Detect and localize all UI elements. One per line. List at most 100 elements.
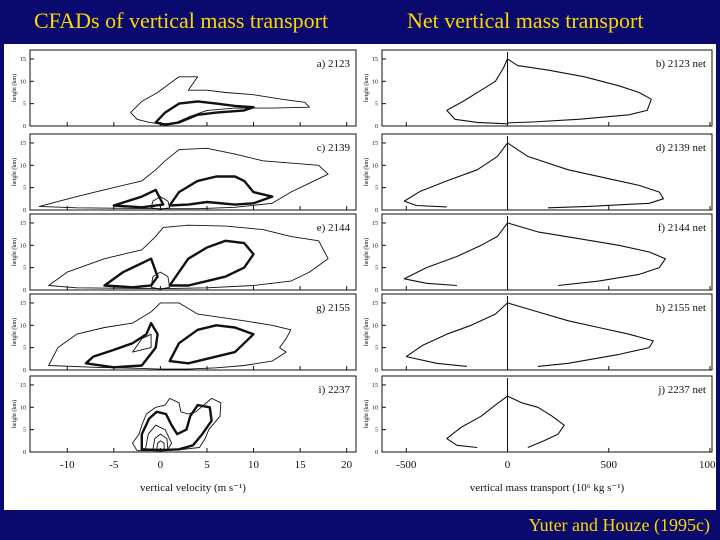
y-tick-label: 15 (20, 221, 26, 227)
y-axis-label: height (km) (363, 158, 370, 186)
y-tick-label: 0 (375, 450, 378, 456)
y-tick-label: 15 (20, 301, 26, 307)
slide-title-right: Net vertical mass transport (407, 8, 644, 33)
contour-line (132, 397, 222, 452)
y-tick-label: 5 (375, 428, 378, 434)
y-tick-label: 0 (375, 288, 378, 294)
y-tick-label: 0 (23, 124, 26, 130)
x-tick-label: -500 (396, 459, 417, 471)
contour-line (84, 321, 159, 369)
x-tick-label: 0 (158, 459, 164, 471)
contour-line (154, 100, 255, 126)
profile-line-upward (507, 58, 652, 124)
panel-label: g) 2155 (316, 302, 350, 314)
contour-line (150, 196, 171, 210)
contour-line (150, 271, 171, 290)
y-tick-label: 15 (372, 57, 378, 63)
contour-line (168, 324, 255, 365)
y-tick-label: 10 (372, 163, 378, 169)
contour-line (140, 403, 213, 452)
profile-line-upward (507, 222, 666, 287)
y-tick-label: 0 (23, 450, 26, 456)
y-tick-label: 0 (23, 368, 26, 374)
figure-svg: 0 5 10 15 height (km) a) 2123 0 5 10 15 height (km… (11, 49, 716, 494)
panel-label: j) 2237 net (657, 384, 706, 396)
profile-line-upward (507, 395, 565, 449)
profile-line-downward (446, 58, 509, 125)
y-axis-label: height (km) (11, 74, 18, 102)
profile-line-upward (507, 142, 664, 209)
panel-label: e) 2144 (317, 222, 351, 234)
panel-frame (381, 375, 713, 453)
y-tick-label: 15 (372, 141, 378, 147)
contour-line (132, 333, 152, 353)
panel-frame (29, 133, 357, 211)
panel-label: b) 2123 net (656, 58, 706, 70)
y-tick-label: 0 (23, 208, 26, 214)
y-tick-label: 5 (23, 346, 26, 352)
x-axis-label: vertical velocity (m s⁻¹) (140, 482, 246, 494)
y-axis-label: height (km) (11, 318, 18, 346)
x-axis-label: vertical mass transport (10⁶ kg s⁻¹) (470, 482, 625, 494)
y-tick-label: 10 (372, 243, 378, 249)
panel-frame (29, 49, 357, 127)
y-tick-label: 10 (20, 243, 26, 249)
y-tick-label: 5 (375, 102, 378, 108)
y-tick-label: 5 (375, 186, 378, 192)
y-tick-label: 5 (375, 346, 378, 352)
contour-line (130, 76, 310, 125)
y-axis-label: height (km) (363, 74, 370, 102)
y-tick-label: 15 (20, 141, 26, 147)
contour-line (103, 257, 159, 289)
y-tick-label: 0 (23, 288, 26, 294)
y-axis-label: height (km) (363, 318, 370, 346)
y-axis-label: height (km) (11, 158, 18, 186)
contour-line (48, 302, 292, 370)
contour-line (168, 175, 274, 207)
panel-frame (381, 293, 713, 371)
x-tick-label: 500 (600, 459, 617, 471)
y-tick-label: 10 (372, 405, 378, 411)
y-axis-label: height (km) (11, 400, 18, 428)
y-tick-label: 15 (372, 383, 378, 389)
y-tick-label: 15 (372, 221, 378, 227)
panel-label: f) 2144 net (658, 222, 706, 234)
panel-frame (29, 293, 357, 371)
y-tick-label: 0 (375, 368, 378, 374)
y-tick-label: 10 (20, 79, 26, 85)
y-tick-label: 10 (372, 323, 378, 329)
y-tick-label: 5 (23, 102, 26, 108)
panel-frame (29, 375, 357, 453)
y-tick-label: 10 (372, 79, 378, 85)
panel-label: a) 2123 (317, 58, 351, 70)
y-axis-label: height (km) (363, 400, 370, 428)
y-tick-label: 0 (375, 124, 378, 130)
x-tick-label: 5 (204, 459, 210, 471)
profile-line-downward (405, 302, 508, 367)
panel-label: h) 2155 net (656, 302, 706, 314)
y-tick-label: 10 (20, 163, 26, 169)
contour-line (38, 147, 329, 210)
contour-line (156, 440, 165, 451)
panel-label: i) 2237 (319, 384, 351, 396)
x-tick-label: -10 (60, 459, 75, 471)
y-axis-label: height (km) (363, 238, 370, 266)
contour-line (168, 239, 255, 287)
x-tick-label: -5 (109, 459, 119, 471)
y-tick-label: 0 (375, 208, 378, 214)
x-tick-label: 0 (505, 459, 511, 471)
figure-panel: 0 5 10 15 height (km) a) 2123 0 5 10 15 height (km… (4, 44, 716, 510)
y-axis-label: height (km) (11, 238, 18, 266)
y-tick-label: 5 (23, 266, 26, 272)
y-tick-label: 10 (20, 405, 26, 411)
contour-line (48, 224, 329, 290)
x-tick-label: 1000 (699, 459, 716, 471)
x-tick-label: 15 (295, 459, 307, 471)
profile-line-upward (507, 302, 654, 367)
panel-frame (381, 213, 713, 291)
contour-line (112, 188, 165, 209)
y-tick-label: 10 (20, 323, 26, 329)
profile-line-downward (446, 395, 508, 449)
citation-credit: Yuter and Houze (1995c) (528, 515, 710, 535)
y-tick-label: 15 (372, 301, 378, 307)
